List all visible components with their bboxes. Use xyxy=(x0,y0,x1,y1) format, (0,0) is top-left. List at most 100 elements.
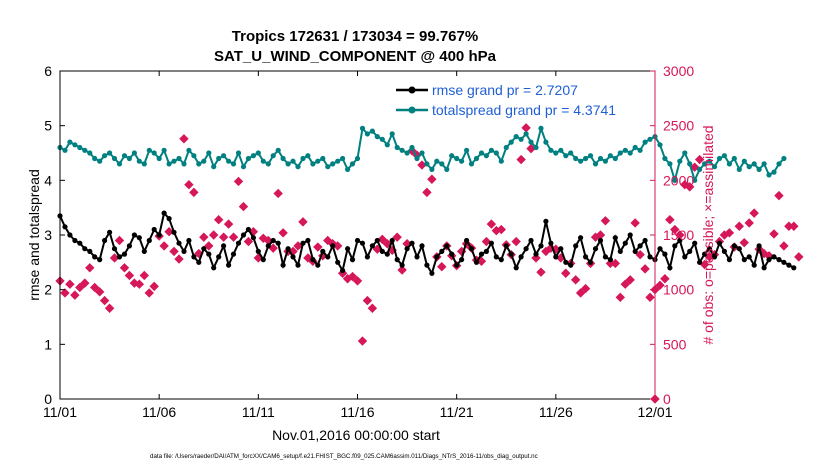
rmse-point xyxy=(578,235,584,241)
totalspread-point xyxy=(151,150,157,156)
totalspread-point xyxy=(444,166,450,172)
totalspread-point xyxy=(414,155,420,162)
rmse-point xyxy=(543,218,549,224)
obs-count-marker xyxy=(213,214,224,225)
rmse-point xyxy=(141,248,147,254)
totalspread-point xyxy=(399,147,405,153)
totalspread-point xyxy=(176,155,182,162)
rmse-point xyxy=(345,246,351,252)
obs-count-marker xyxy=(496,224,506,235)
obs-count-marker xyxy=(144,288,154,298)
obs-count-marker xyxy=(209,230,219,240)
totalspread-point xyxy=(325,164,331,170)
rmse-point xyxy=(647,254,653,260)
totalspread-point xyxy=(310,161,316,167)
obs-count-marker xyxy=(278,228,288,238)
totalspread-point xyxy=(498,158,504,164)
totalspread-point xyxy=(235,150,242,156)
totalspread-point xyxy=(597,155,604,162)
obs-count-marker xyxy=(75,282,85,293)
legend: rmse grand pr = 2.7207 totalspread grand… xyxy=(390,76,648,120)
rmse-point xyxy=(320,248,326,254)
rmse-point xyxy=(508,251,514,257)
obs-count-marker xyxy=(223,219,234,229)
obs-count-marker xyxy=(600,216,611,226)
obs-count-marker xyxy=(367,303,378,313)
legend-box xyxy=(390,76,648,120)
y2-tick-label: 2500 xyxy=(663,118,694,134)
obs-count-marker xyxy=(511,236,521,247)
rmse-point xyxy=(677,237,683,244)
totalspread-point xyxy=(533,144,539,151)
rmse-point xyxy=(483,248,489,254)
totalspread-point xyxy=(548,147,554,153)
totalspread-point xyxy=(716,155,723,162)
rmse-point xyxy=(478,251,485,257)
obs-count-marker xyxy=(610,258,621,269)
rmse-point xyxy=(444,243,450,249)
rmse-point xyxy=(583,254,589,260)
totalspread-point xyxy=(102,153,108,159)
rmse-point xyxy=(280,262,286,268)
rmse-point xyxy=(166,216,172,222)
chart-title-line1: Tropics 172631 / 173034 = 99.767% xyxy=(232,28,478,45)
totalspread-point xyxy=(359,125,366,131)
rmse-point xyxy=(548,240,554,246)
totalspread-point xyxy=(731,155,737,162)
rmse-point xyxy=(330,243,336,249)
totalspread-point xyxy=(97,158,103,164)
rmse-point xyxy=(121,251,128,257)
y-axis-label: rmse and totalspread xyxy=(26,169,42,301)
totalspread-point xyxy=(687,161,693,167)
rmse-point xyxy=(315,262,321,268)
obs-count-marker xyxy=(739,237,749,248)
obs-count-marker xyxy=(779,241,789,251)
totalspread-point xyxy=(483,153,489,159)
totalspread-point xyxy=(260,158,266,164)
obs-count-marker xyxy=(694,154,705,165)
obs-count-marker xyxy=(233,176,244,187)
rmse-point xyxy=(235,240,242,246)
rmse-point xyxy=(146,237,152,244)
y-tick-label: 5 xyxy=(44,118,52,134)
totalspread-point xyxy=(216,155,222,162)
obs-count-marker xyxy=(94,287,105,297)
totalspread-point xyxy=(320,155,326,162)
obs-count-marker xyxy=(60,288,70,298)
totalspread-point xyxy=(766,172,772,178)
totalspread-point xyxy=(116,161,123,167)
totalspread-point xyxy=(146,147,152,153)
obs-count-marker xyxy=(427,174,437,184)
obs-count-marker xyxy=(85,263,95,273)
rmse-point xyxy=(687,248,693,254)
totalspread-point xyxy=(781,155,787,162)
totalspread-point xyxy=(340,155,346,162)
totalspread-point xyxy=(77,144,83,151)
rmse-point xyxy=(464,237,470,244)
totalspread-point xyxy=(230,161,237,167)
totalspread-point xyxy=(632,144,638,151)
rmse-point xyxy=(741,257,747,263)
obs-count-marker xyxy=(347,271,358,282)
rmse-point xyxy=(270,237,276,244)
totalspread-point xyxy=(250,153,256,159)
rmse-point xyxy=(662,251,668,257)
y2-tick-label: 500 xyxy=(663,336,687,352)
rmse-point xyxy=(721,248,728,254)
totalspread-point xyxy=(592,161,599,167)
totalspread-point xyxy=(62,147,68,153)
totalspread-point xyxy=(662,155,668,162)
totalspread-point xyxy=(82,147,88,153)
x-axis-label: Nov.01,2016 00:00:00 start xyxy=(272,427,440,443)
rmse-point xyxy=(92,254,98,260)
rmse-point xyxy=(285,246,291,252)
y2-tick-label: 1500 xyxy=(663,227,694,243)
rmse-point xyxy=(176,240,182,246)
totalspread-point xyxy=(295,164,301,170)
obs-count-marker xyxy=(313,242,323,252)
obs-count-marker xyxy=(486,219,497,229)
rmse-point xyxy=(186,237,192,244)
rmse-point xyxy=(706,246,713,252)
totalspread-point xyxy=(201,158,207,164)
